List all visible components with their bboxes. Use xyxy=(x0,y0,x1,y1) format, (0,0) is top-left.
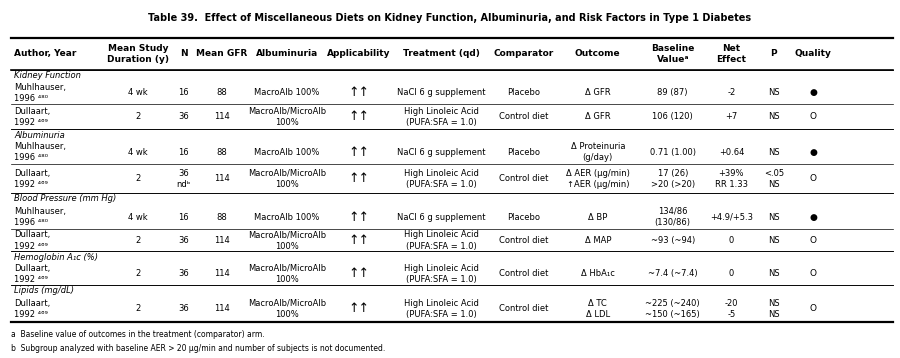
Text: 0.71 (1.00): 0.71 (1.00) xyxy=(650,148,696,157)
Text: Author, Year: Author, Year xyxy=(14,49,77,58)
Text: ~7.4 (~7.4): ~7.4 (~7.4) xyxy=(648,269,698,278)
Text: +39%
RR 1.33: +39% RR 1.33 xyxy=(715,169,748,189)
Text: 2: 2 xyxy=(135,236,140,245)
Text: a  Baseline value of outcomes in the treatment (comparator) arm.: a Baseline value of outcomes in the trea… xyxy=(11,330,265,339)
Text: NS: NS xyxy=(768,236,779,245)
Text: Control diet: Control diet xyxy=(500,269,549,278)
Text: 4 wk: 4 wk xyxy=(128,213,148,222)
Text: Δ Proteinuria
(g/day): Δ Proteinuria (g/day) xyxy=(571,142,625,163)
Text: MacroAlb 100%: MacroAlb 100% xyxy=(254,88,320,97)
Text: Outcome: Outcome xyxy=(575,49,621,58)
Text: Applicability: Applicability xyxy=(328,49,391,58)
Text: ↑↑: ↑↑ xyxy=(348,234,370,247)
Text: Placebo: Placebo xyxy=(508,213,541,222)
Text: 36: 36 xyxy=(178,236,189,245)
Text: Placebo: Placebo xyxy=(508,148,541,157)
Text: ~93 (~94): ~93 (~94) xyxy=(651,236,695,245)
Text: 88: 88 xyxy=(217,148,228,157)
Text: MacroAlb/MicroAlb
100%: MacroAlb/MicroAlb 100% xyxy=(248,169,326,189)
Text: High Linoleic Acid
(PUFA:SFA = 1.0): High Linoleic Acid (PUFA:SFA = 1.0) xyxy=(404,299,479,319)
Text: 4 wk: 4 wk xyxy=(128,88,148,97)
Text: NS: NS xyxy=(768,213,779,222)
Text: 2: 2 xyxy=(135,112,140,121)
Text: Mean Study
Duration (y): Mean Study Duration (y) xyxy=(107,44,169,64)
Text: -20
-5: -20 -5 xyxy=(724,299,738,319)
Text: Control diet: Control diet xyxy=(500,305,549,314)
Text: 114: 114 xyxy=(214,112,230,121)
Text: 16: 16 xyxy=(178,213,189,222)
Text: Δ GFR: Δ GFR xyxy=(585,112,610,121)
Text: Δ GFR: Δ GFR xyxy=(585,88,610,97)
Text: 134/86
(130/86): 134/86 (130/86) xyxy=(654,207,690,227)
Text: 114: 114 xyxy=(214,174,230,183)
Text: Control diet: Control diet xyxy=(500,174,549,183)
Text: +7: +7 xyxy=(725,112,737,121)
Text: 4 wk: 4 wk xyxy=(128,148,148,157)
Text: 89 (87): 89 (87) xyxy=(658,88,688,97)
Text: Comparator: Comparator xyxy=(494,49,554,58)
Text: 17 (26)
>20 (>20): 17 (26) >20 (>20) xyxy=(651,169,695,189)
Text: MacroAlb/MicroAlb
100%: MacroAlb/MicroAlb 100% xyxy=(248,231,326,251)
Text: High Linoleic Acid
(PUFA:SFA = 1.0): High Linoleic Acid (PUFA:SFA = 1.0) xyxy=(404,231,479,251)
Text: ↑↑: ↑↑ xyxy=(348,111,370,124)
Text: NS: NS xyxy=(768,269,779,278)
Text: Dullaart,
1992 ⁴⁶⁹: Dullaart, 1992 ⁴⁶⁹ xyxy=(14,263,50,284)
Text: MacroAlb 100%: MacroAlb 100% xyxy=(254,213,320,222)
Text: Albuminuria: Albuminuria xyxy=(256,49,318,58)
Text: 88: 88 xyxy=(217,88,228,97)
Text: Net
Effect: Net Effect xyxy=(716,44,746,64)
Text: ↑↑: ↑↑ xyxy=(348,146,370,159)
Text: High Linoleic Acid
(PUFA:SFA = 1.0): High Linoleic Acid (PUFA:SFA = 1.0) xyxy=(404,263,479,284)
Text: ●: ● xyxy=(809,148,817,157)
Text: NaCl 6 g supplement: NaCl 6 g supplement xyxy=(398,148,486,157)
Text: Baseline
Valueᵃ: Baseline Valueᵃ xyxy=(651,44,695,64)
Text: Table 39.  Effect of Miscellaneous Diets on Kidney Function, Albuminuria, and Ri: Table 39. Effect of Miscellaneous Diets … xyxy=(148,13,751,23)
Text: O: O xyxy=(810,269,817,278)
Text: O: O xyxy=(810,174,817,183)
Text: NaCl 6 g supplement: NaCl 6 g supplement xyxy=(398,88,486,97)
Text: 88: 88 xyxy=(217,213,228,222)
Text: NS: NS xyxy=(768,112,779,121)
Text: Dullaart,
1992 ⁴⁶⁹: Dullaart, 1992 ⁴⁶⁹ xyxy=(14,169,50,189)
Text: Dullaart,
1992 ⁴⁶⁹: Dullaart, 1992 ⁴⁶⁹ xyxy=(14,231,50,251)
Text: 36: 36 xyxy=(178,305,189,314)
Text: N: N xyxy=(180,49,187,58)
Text: Muhlhauser,
1996 ⁴⁸⁰: Muhlhauser, 1996 ⁴⁸⁰ xyxy=(14,207,67,227)
Text: MacroAlb 100%: MacroAlb 100% xyxy=(254,148,320,157)
Text: NS: NS xyxy=(768,88,779,97)
Text: MacroAlb/MicroAlb
100%: MacroAlb/MicroAlb 100% xyxy=(248,299,326,319)
Text: 36
ndᵇ: 36 ndᵇ xyxy=(176,169,191,189)
Text: ↑↑: ↑↑ xyxy=(348,267,370,280)
Text: +0.64: +0.64 xyxy=(719,148,744,157)
Text: +4.9/+5.3: +4.9/+5.3 xyxy=(710,213,753,222)
Text: Control diet: Control diet xyxy=(500,112,549,121)
Text: MacroAlb/MicroAlb
100%: MacroAlb/MicroAlb 100% xyxy=(248,107,326,127)
Text: ●: ● xyxy=(809,88,817,97)
Text: 106 (120): 106 (120) xyxy=(652,112,693,121)
Text: ↑↑: ↑↑ xyxy=(348,86,370,99)
Text: Placebo: Placebo xyxy=(508,88,541,97)
Text: 36: 36 xyxy=(178,112,189,121)
Text: 2: 2 xyxy=(135,305,140,314)
Text: 16: 16 xyxy=(178,88,189,97)
Text: Δ MAP: Δ MAP xyxy=(584,236,611,245)
Text: Muhlhauser,
1996 ⁴⁸⁰: Muhlhauser, 1996 ⁴⁸⁰ xyxy=(14,83,67,103)
Text: Δ HbA₁c: Δ HbA₁c xyxy=(580,269,615,278)
Text: O: O xyxy=(810,236,817,245)
Text: Hemoglobin A₁c (%): Hemoglobin A₁c (%) xyxy=(14,252,98,262)
Text: Lipids (mg/dL): Lipids (mg/dL) xyxy=(14,286,75,295)
Text: Δ BP: Δ BP xyxy=(588,213,608,222)
Text: 0: 0 xyxy=(729,269,734,278)
Text: ~225 (~240)
~150 (~165): ~225 (~240) ~150 (~165) xyxy=(645,299,700,319)
Text: 2: 2 xyxy=(135,269,140,278)
Text: High Linoleic Acid
(PUFA:SFA = 1.0): High Linoleic Acid (PUFA:SFA = 1.0) xyxy=(404,169,479,189)
Text: -2: -2 xyxy=(727,88,735,97)
Text: O: O xyxy=(810,305,817,314)
Text: 114: 114 xyxy=(214,236,230,245)
Text: 114: 114 xyxy=(214,269,230,278)
Text: ●: ● xyxy=(809,213,817,222)
Text: Mean GFR: Mean GFR xyxy=(196,49,248,58)
Text: 114: 114 xyxy=(214,305,230,314)
Text: Quality: Quality xyxy=(795,49,832,58)
Text: Albuminuria: Albuminuria xyxy=(14,131,65,140)
